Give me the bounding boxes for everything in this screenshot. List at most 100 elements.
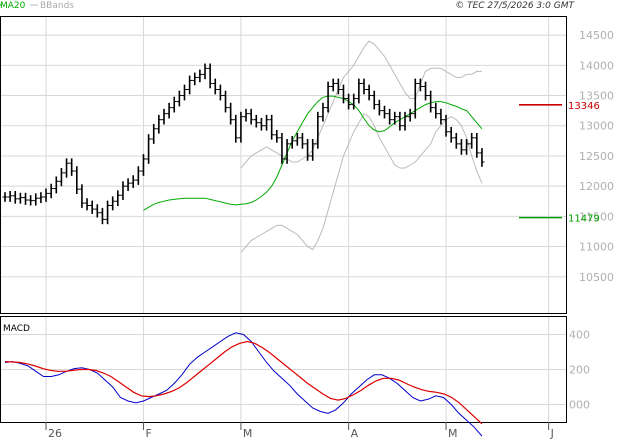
ohlc-bar <box>207 63 213 89</box>
ohlc-bar <box>217 84 223 101</box>
ohlc-bar <box>458 139 464 155</box>
ohlc-bar <box>38 192 44 204</box>
ohlc-bar <box>269 114 275 140</box>
ohlc-bar <box>120 181 126 201</box>
ohlc-bar <box>264 114 270 131</box>
x-axis-tick-label: M <box>448 427 458 440</box>
price-bars <box>2 63 485 225</box>
ohlc-bar <box>299 132 305 149</box>
price-y-tick-label: 11000 <box>579 241 614 254</box>
macd-y-axis: 000 200 400 <box>569 329 590 412</box>
ohlc-bar <box>233 114 239 143</box>
ohlc-bar <box>171 96 177 113</box>
ohlc-bar <box>417 78 423 92</box>
ohlc-bar <box>84 198 90 211</box>
ohlc-bar <box>284 139 290 164</box>
price-level-label: 13346 <box>568 101 600 112</box>
ohlc-bar <box>99 207 105 225</box>
x-axis-tick-label: 26 <box>48 427 62 440</box>
ohlc-bar <box>428 90 434 113</box>
price-y-tick-label: 14000 <box>579 59 614 72</box>
ohlc-bar <box>17 192 23 204</box>
bollinger-bands <box>240 40 483 253</box>
copyright-label: © TEC 27/5/2026 3:0 GMT <box>455 1 575 11</box>
macd-y-tick-label: 400 <box>569 329 590 342</box>
ma20-line <box>143 95 483 211</box>
ohlc-bar <box>238 111 244 143</box>
ohlc-bar <box>79 184 85 208</box>
ohlc-bar <box>94 204 100 218</box>
price-y-tick-label: 13000 <box>579 120 614 133</box>
ohlc-bar <box>248 108 254 125</box>
ohlc-bar <box>346 93 352 110</box>
ohlc-bar <box>315 111 321 149</box>
macd-y-tick-label: 000 <box>569 399 590 412</box>
ohlc-bar <box>253 114 259 128</box>
ohlc-bar <box>7 190 13 202</box>
ohlc-bar <box>407 108 413 122</box>
ohlc-bar <box>33 193 39 206</box>
ohlc-bar <box>305 139 311 161</box>
ohlc-bar <box>28 195 34 206</box>
ma20-polyline <box>143 95 483 211</box>
ohlc-bar <box>187 75 193 95</box>
ohlc-bar <box>453 132 459 149</box>
ohlc-bar <box>402 111 408 131</box>
ohlc-bar <box>423 81 429 101</box>
price-y-tick-label: 11500 <box>579 210 614 223</box>
ohlc-bar <box>387 108 393 125</box>
ohlc-bar <box>351 93 357 110</box>
ohlc-bar <box>366 84 372 101</box>
ohlc-bar <box>356 78 362 104</box>
macd-y-tick-label: 200 <box>569 364 590 377</box>
ohlc-bar <box>58 168 64 187</box>
ohlc-bar <box>223 90 229 113</box>
ohlc-bar <box>392 111 398 125</box>
ohlc-bar <box>166 102 172 119</box>
ohlc-bar <box>330 78 336 92</box>
price-y-tick-label: 14500 <box>579 29 614 42</box>
ohlc-bar <box>289 136 295 149</box>
ohlc-bar <box>23 192 29 205</box>
ohlc-bar <box>110 196 116 211</box>
ohlc-bar <box>412 78 418 119</box>
price-panel <box>0 16 567 314</box>
ohlc-bar <box>279 132 285 164</box>
ohlc-bar <box>294 132 300 146</box>
ohlc-bar <box>325 81 331 113</box>
price-y-tick-label: 12500 <box>579 150 614 163</box>
ohlc-bar <box>310 139 316 161</box>
ohlc-bar <box>258 117 264 131</box>
macd-lines <box>4 332 483 437</box>
ohlc-bar <box>202 63 208 80</box>
price-y-axis: 10500 11000 11500 12000 12500 13000 13500 14000… <box>579 29 614 284</box>
price-y-tick-label: 10500 <box>579 271 614 284</box>
ohlc-bar <box>140 154 146 176</box>
price-y-tick-label: 13500 <box>579 90 614 103</box>
ohlc-bar <box>181 84 187 101</box>
ohlc-bar <box>469 132 475 149</box>
price-level-label: 11479 <box>568 214 600 225</box>
ohlc-bar <box>146 134 152 164</box>
ohlc-bar <box>371 90 377 110</box>
ohlc-bar <box>2 192 8 202</box>
ohlc-bar <box>43 188 49 202</box>
ohlc-bar <box>176 90 182 107</box>
macd-line <box>4 332 483 437</box>
ohlc-bar <box>105 200 111 225</box>
ohlc-bar <box>156 114 162 134</box>
ohlc-bar <box>115 190 121 207</box>
ohlc-bar <box>89 200 95 214</box>
ohlc-bar <box>74 166 80 194</box>
ohlc-bar <box>151 123 157 144</box>
ohlc-bar <box>212 78 218 95</box>
x-axis-tick-label: J <box>550 427 554 440</box>
macd-grid <box>1 317 566 422</box>
ohlc-bar <box>474 132 480 158</box>
ohlc-bar <box>320 102 326 122</box>
ohlc-bar <box>161 108 167 125</box>
ohlc-bar <box>335 78 341 95</box>
ohlc-bar <box>48 183 54 199</box>
ohlc-bar <box>125 178 131 191</box>
ohlc-bar <box>397 111 403 131</box>
